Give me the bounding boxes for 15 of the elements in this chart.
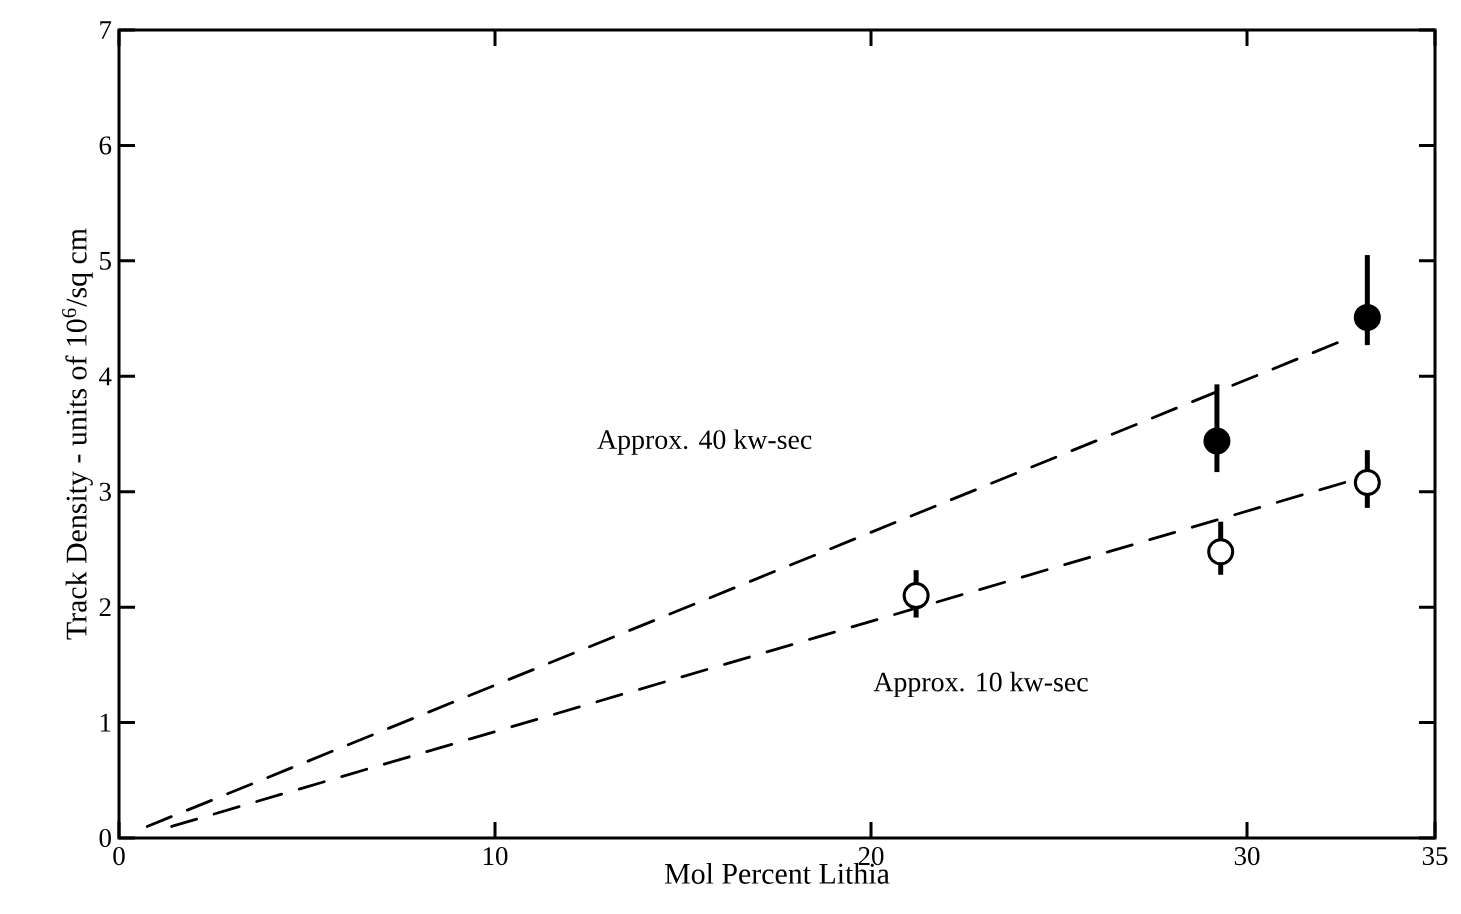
y-tick-label: 6 bbox=[99, 136, 112, 155]
x-tick-label: 0 bbox=[113, 847, 125, 866]
x-tick-label: 10 bbox=[483, 847, 508, 866]
y-tick-label: 5 bbox=[100, 251, 111, 270]
x-tick-label: 35 bbox=[1422, 847, 1448, 866]
y-tick-label: 2 bbox=[99, 598, 111, 617]
y-tick-label: 3 bbox=[99, 482, 111, 501]
annotation: Approx. 10 kw-sec bbox=[873, 671, 1088, 698]
y-tick-label: 7 bbox=[100, 21, 112, 39]
x-tick-label: 30 bbox=[1234, 847, 1260, 866]
annotation: Approx. 40 kw-sec bbox=[597, 429, 812, 455]
y-tick-label: 0 bbox=[99, 828, 111, 848]
y-tick-label: 1 bbox=[100, 713, 111, 732]
y-tick-label: 4 bbox=[99, 367, 112, 386]
y-axis-title: Track Density - units of 10$^{6}$/sq cm bbox=[62, 228, 93, 640]
